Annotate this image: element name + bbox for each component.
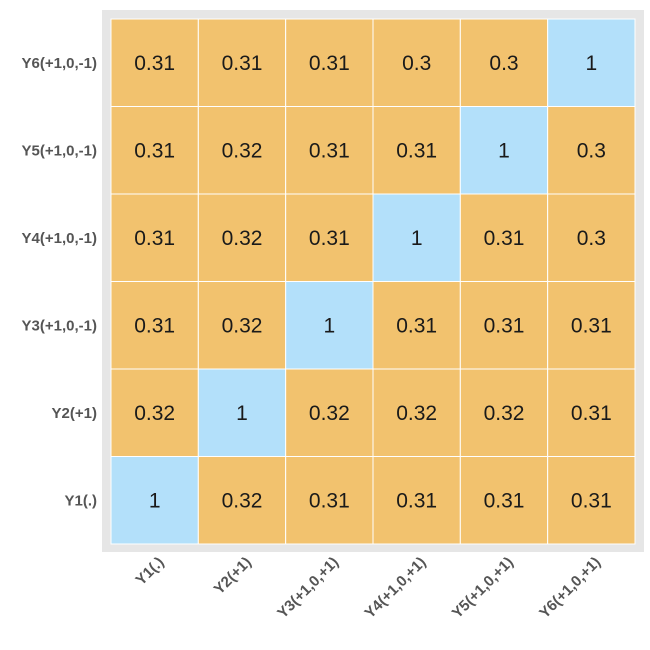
cell-value-label: 0.3	[402, 52, 431, 75]
cell-value-label: 0.32	[309, 402, 350, 425]
cell-value-label: 0.31	[134, 52, 175, 75]
x-tick-label: Y4(+1,0,+1)	[361, 554, 429, 622]
cell-value-label: 0.31	[309, 227, 350, 250]
cell-value-label: 1	[498, 139, 510, 162]
heatmap-cell	[197, 368, 287, 457]
heatmap-cell	[285, 193, 374, 282]
cell-value-label: 0.32	[222, 227, 263, 250]
cell-value-label: 0.31	[309, 489, 350, 512]
heatmap-cell	[372, 18, 461, 107]
cell-value-label: 0.31	[222, 52, 263, 75]
cell-value-label: 1	[585, 52, 597, 75]
heatmap-cell	[285, 106, 374, 195]
x-tick-label: Y2(+1)	[211, 554, 255, 598]
x-tick-label: Y1(.)	[132, 554, 167, 589]
heatmap-cell	[197, 18, 287, 107]
heatmap-cell	[197, 193, 287, 282]
cell-value-label: 0.31	[484, 314, 525, 337]
cell-value-label: 0.31	[396, 139, 437, 162]
cell-value-label: 0.32	[484, 402, 525, 425]
y-tick-label: Y3(+1,0,-1)	[22, 317, 97, 334]
cell-value-label: 0.31	[309, 139, 350, 162]
heatmap-cell	[110, 18, 199, 107]
y-tick-label: Y1(.)	[64, 492, 97, 509]
heatmap-cell	[197, 281, 287, 370]
cell-value-label: 1	[236, 402, 248, 425]
cell-value-label: 0.31	[309, 52, 350, 75]
cell-value-label: 1	[323, 314, 335, 337]
heatmap-cell	[459, 368, 549, 457]
heatmap-cell	[372, 193, 461, 282]
heatmap-cell	[110, 106, 199, 195]
cell-value-label: 0.3	[577, 139, 606, 162]
cell-value-label: 0.31	[134, 227, 175, 250]
cell-value-label: 0.31	[484, 227, 525, 250]
cell-value-label: 0.31	[571, 314, 612, 337]
y-tick-label: Y2(+1)	[52, 405, 97, 422]
cell-value-label: 0.32	[222, 139, 263, 162]
heatmap-cell	[372, 281, 461, 370]
cell-value-label: 0.3	[489, 52, 518, 75]
y-tick-label: Y5(+1,0,-1)	[22, 142, 97, 159]
cell-value-label: 0.31	[484, 489, 525, 512]
heatmap-cell	[285, 281, 374, 370]
heatmap-cell	[110, 193, 199, 282]
heatmap-cell	[285, 456, 374, 545]
heatmap-cell	[110, 456, 199, 545]
heatmap-cell	[547, 281, 636, 370]
heatmap-cell	[547, 106, 636, 195]
cell-value-label: 0.32	[222, 314, 263, 337]
x-tick-label: Y5(+1,0,+1)	[449, 554, 517, 622]
heatmap-cell	[459, 193, 549, 282]
heatmap-cell	[285, 18, 374, 107]
heatmap-cell	[110, 368, 199, 457]
cell-value-label: 0.3	[577, 227, 606, 250]
heatmap-cell	[459, 281, 549, 370]
cell-value-label: 0.32	[396, 402, 437, 425]
x-tick-label: Y3(+1,0,+1)	[274, 554, 342, 622]
cell-value-label: 0.31	[571, 402, 612, 425]
heatmap-cell	[547, 368, 636, 457]
cell-value-label: 1	[411, 227, 423, 250]
y-tick-label: Y6(+1,0,-1)	[22, 55, 97, 72]
heatmap-cell	[197, 106, 287, 195]
cell-value-label: 0.31	[571, 489, 612, 512]
cell-value-label: 0.32	[134, 402, 175, 425]
heatmap-cell	[547, 456, 636, 545]
cell-value-label: 0.32	[222, 489, 263, 512]
cell-value-label: 0.31	[134, 314, 175, 337]
heatmap-cell	[372, 106, 461, 195]
cell-value-label: 0.31	[396, 489, 437, 512]
x-tick-label: Y6(+1,0,+1)	[536, 554, 604, 622]
y-tick-label: Y4(+1,0,-1)	[22, 230, 97, 247]
cell-value-label: 1	[149, 489, 161, 512]
cell-value-label: 0.31	[396, 314, 437, 337]
heatmap-cell	[547, 193, 636, 282]
cell-value-label: 0.31	[134, 139, 175, 162]
heatmap-cell	[110, 281, 199, 370]
heatmap-cell	[459, 456, 549, 545]
